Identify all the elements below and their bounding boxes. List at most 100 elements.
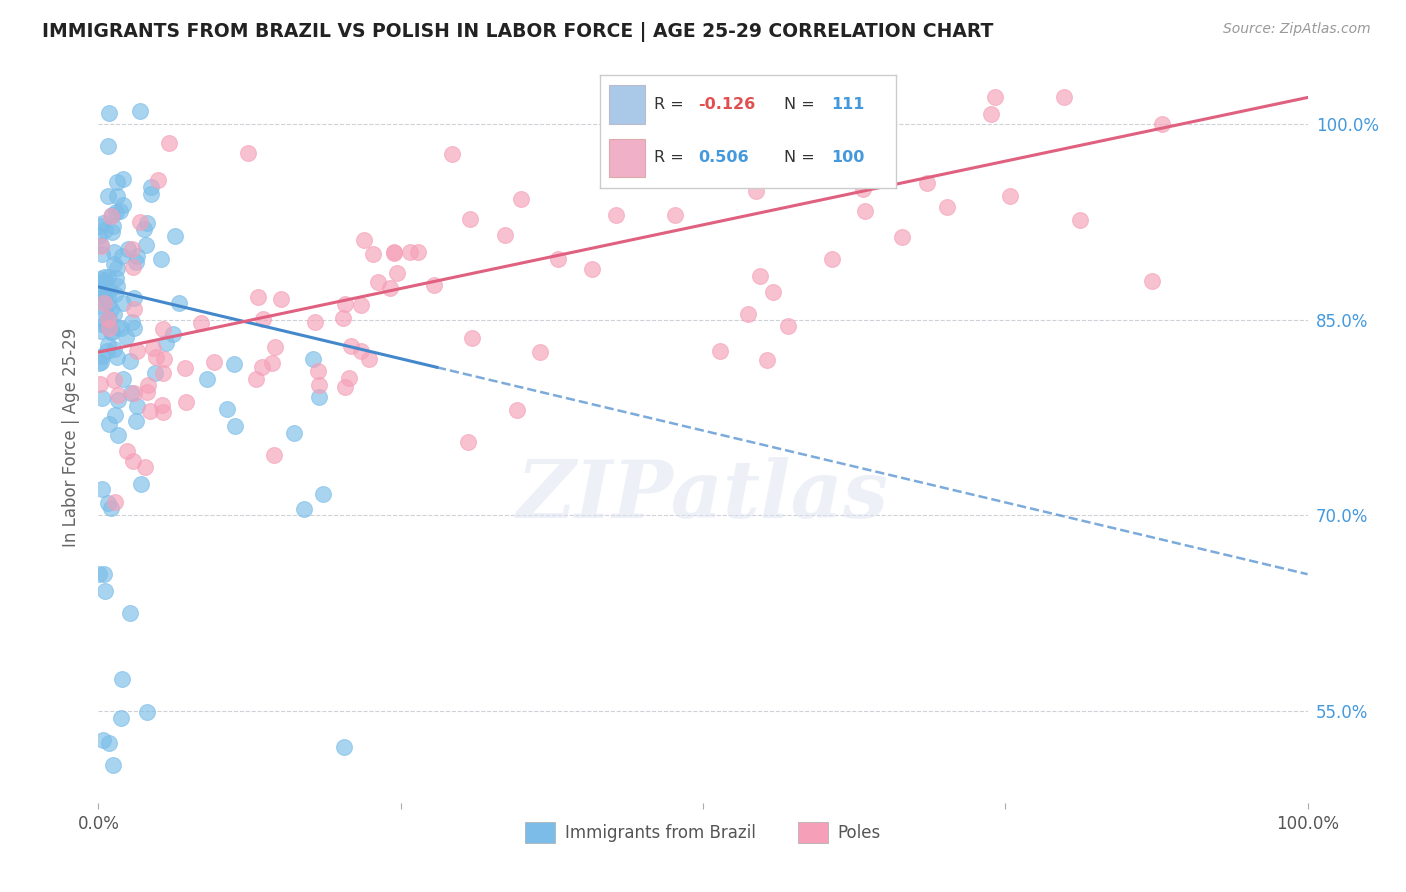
- Point: [90, 355, 112, 369]
- Point: [89, 299, 111, 313]
- Point: [128, 103, 150, 118]
- Point: [93, 318, 115, 332]
- Point: [111, 295, 134, 310]
- Point: [737, 307, 759, 321]
- Point: [112, 372, 135, 386]
- Point: [382, 246, 405, 260]
- Point: [936, 200, 959, 214]
- Point: [105, 279, 128, 293]
- Point: [91, 733, 114, 747]
- Point: [100, 208, 122, 222]
- Point: [91, 391, 114, 405]
- Point: [105, 175, 128, 189]
- Point: [107, 350, 129, 364]
- Point: [762, 285, 785, 299]
- Point: [831, 172, 853, 186]
- Point: [399, 244, 422, 259]
- Point: [283, 425, 305, 440]
- Point: [89, 229, 111, 244]
- Point: [135, 216, 157, 230]
- Point: [461, 331, 484, 345]
- Point: [311, 487, 333, 501]
- Point: [165, 228, 187, 243]
- Point: [361, 246, 384, 260]
- Point: [125, 414, 148, 428]
- Point: [93, 296, 115, 310]
- Point: [97, 139, 120, 153]
- Point: [778, 319, 800, 334]
- Point: [135, 705, 157, 719]
- Point: [128, 215, 150, 229]
- Point: [304, 314, 326, 328]
- Point: [270, 292, 292, 306]
- Point: [423, 278, 446, 293]
- Point: [745, 184, 768, 198]
- Point: [105, 260, 128, 275]
- Point: [103, 307, 125, 321]
- Point: [125, 249, 148, 263]
- Point: [104, 495, 127, 509]
- Point: [103, 758, 125, 772]
- Point: [103, 244, 125, 259]
- Y-axis label: In Labor Force | Age 25-29: In Labor Force | Age 25-29: [62, 327, 80, 547]
- Point: [93, 304, 115, 318]
- Point: [190, 316, 212, 330]
- Point: [138, 378, 160, 392]
- Point: [252, 311, 274, 326]
- Point: [93, 288, 115, 302]
- Point: [264, 340, 287, 354]
- Text: IMMIGRANTS FROM BRAZIL VS POLISH IN LABOR FORCE | AGE 25-29 CORRELATION CHART: IMMIGRANTS FROM BRAZIL VS POLISH IN LABO…: [42, 22, 994, 42]
- Point: [157, 136, 180, 150]
- Point: [143, 366, 166, 380]
- Point: [125, 399, 148, 413]
- Point: [350, 298, 373, 312]
- Point: [136, 384, 159, 399]
- Point: [97, 312, 120, 326]
- Point: [98, 106, 121, 120]
- Point: [134, 460, 156, 475]
- Point: [366, 276, 388, 290]
- Point: [202, 355, 225, 369]
- Point: [104, 271, 127, 285]
- Point: [357, 351, 380, 366]
- Point: [97, 338, 120, 352]
- Point: [149, 252, 172, 267]
- Point: [215, 401, 238, 416]
- Point: [581, 261, 603, 276]
- Point: [100, 301, 122, 316]
- Point: [509, 192, 531, 206]
- Point: [90, 282, 112, 296]
- Point: [350, 344, 373, 359]
- Point: [100, 325, 122, 339]
- Point: [236, 146, 259, 161]
- Point: [529, 344, 551, 359]
- Point: [120, 386, 142, 401]
- Point: [664, 208, 686, 222]
- Point: [110, 711, 132, 725]
- Point: [120, 607, 142, 621]
- Point: [145, 350, 167, 364]
- Point: [749, 268, 772, 283]
- Point: [107, 393, 129, 408]
- Point: [97, 496, 120, 510]
- Point: [142, 341, 165, 355]
- Point: [246, 290, 269, 304]
- Point: [135, 238, 157, 252]
- Point: [152, 321, 174, 335]
- Text: Source: ZipAtlas.com: Source: ZipAtlas.com: [1223, 22, 1371, 37]
- Point: [94, 273, 117, 287]
- Point: [406, 245, 429, 260]
- Point: [121, 242, 143, 256]
- Point: [547, 252, 569, 266]
- Point: [93, 223, 115, 237]
- Point: [90, 291, 112, 305]
- Point: [98, 736, 121, 750]
- Point: [139, 186, 162, 201]
- Point: [118, 353, 141, 368]
- Point: [98, 320, 121, 334]
- Point: [122, 386, 145, 401]
- Point: [169, 296, 191, 310]
- Point: [107, 428, 129, 442]
- Point: [91, 247, 114, 261]
- Point: [89, 271, 111, 285]
